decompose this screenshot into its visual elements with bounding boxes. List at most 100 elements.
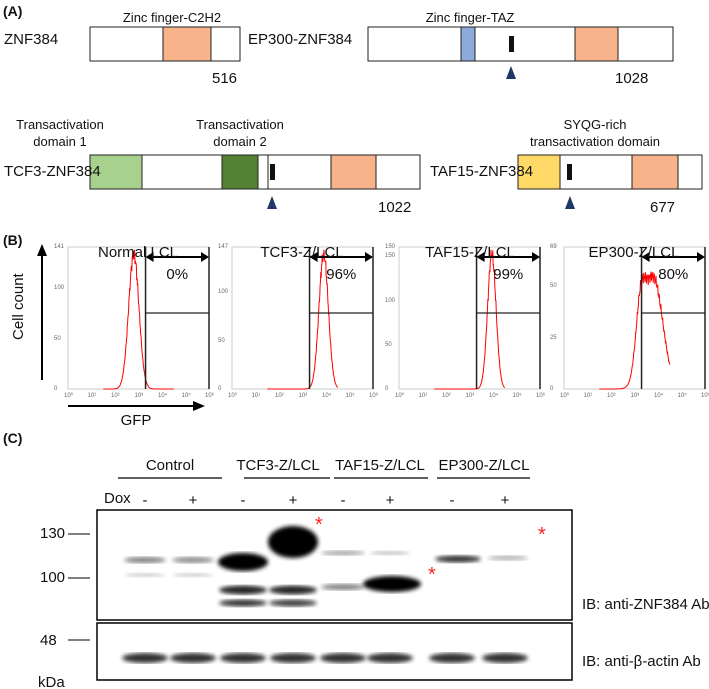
arrow-right-icon <box>201 252 209 262</box>
zinc-finger-domain <box>330 154 377 190</box>
znf384-length: 516 <box>212 70 238 87</box>
flow-title-ep300: EP300-Z/LCL <box>588 244 680 261</box>
x-tick: 10⁵ <box>677 393 687 399</box>
arrow-right-icon <box>365 252 373 262</box>
x-tick: 10¹ <box>251 393 261 399</box>
x-tick: 10² <box>275 393 284 399</box>
breakpoint-arrowhead-icon <box>506 66 516 79</box>
asterisk-tcf3: * <box>315 514 323 536</box>
syqg-label-line2: transactivation domain <box>529 134 661 149</box>
x-tick: 10⁶ <box>701 393 709 399</box>
blot-band <box>125 573 165 577</box>
td1-label-line2: domain 1 <box>33 134 87 149</box>
blot-band <box>218 553 268 571</box>
zinc-finger-domain <box>631 154 679 190</box>
taz-domain <box>460 26 476 62</box>
group-ep300: EP300-Z/LCL <box>438 457 530 474</box>
zinc-finger-domain <box>162 26 212 62</box>
x-tick: 10³ <box>298 393 308 399</box>
y-tick: 50 <box>385 341 392 348</box>
syqg-label-line1: SYQG-rich <box>563 117 627 132</box>
syqg-domain <box>517 154 561 190</box>
blot-band <box>219 599 267 607</box>
flow-title-taf15: TAF15-Z/LCL <box>425 244 515 261</box>
arrow-left-icon <box>476 252 485 262</box>
dox-plus: + <box>385 492 395 509</box>
x-tick: 10⁰ <box>228 393 238 399</box>
x-tick: 10³ <box>134 393 144 399</box>
construct-znf384-label: ZNF384 <box>4 31 59 48</box>
blot-band <box>435 555 481 563</box>
x-tick: 10⁶ <box>205 393 215 399</box>
zinc-finger-taz-label: Zinc finger-TAZ <box>425 10 515 25</box>
x-tick: 10² <box>111 393 120 399</box>
y-tick: 100 <box>218 289 229 296</box>
marker-130: 130 <box>40 525 66 542</box>
y-tick-max: 69 <box>550 244 557 250</box>
asterisk-ep300: * <box>538 524 546 546</box>
blot-band <box>220 653 266 663</box>
blot-band <box>429 653 475 663</box>
kda-label: kDa <box>38 674 65 689</box>
gate-percent: 99% <box>493 266 524 283</box>
blot-band <box>367 653 413 663</box>
construct-tcf3-label: TCF3-ZNF384 <box>4 163 101 180</box>
x-tick: 10² <box>607 393 616 399</box>
y-tick: 50 <box>550 283 557 290</box>
x-tick: 10⁴ <box>158 393 168 399</box>
dox-minus: - <box>449 492 455 509</box>
x-tick: 10⁵ <box>181 393 191 399</box>
td2-label-line2: domain 2 <box>213 134 267 149</box>
x-tick: 10⁴ <box>322 393 332 399</box>
ib-znf384-label: IB: anti-ZNF384 Ab <box>582 596 709 613</box>
marker-48: 48 <box>40 632 57 649</box>
taf15-length: 677 <box>650 199 676 216</box>
blot-band <box>122 653 168 663</box>
fusion-breakpoint <box>270 164 275 180</box>
x-tick: 10⁶ <box>536 393 546 399</box>
blot-band <box>270 653 316 663</box>
blot-band <box>321 550 365 556</box>
x-tick: 10¹ <box>583 393 593 399</box>
blot-band <box>170 653 216 663</box>
x-tick: 10³ <box>630 393 640 399</box>
blot-znf384 <box>96 509 573 621</box>
histogram-curve <box>267 249 339 390</box>
blot-band <box>363 576 421 592</box>
blot-actin <box>96 622 573 681</box>
blot-band <box>488 555 528 561</box>
x-tick: 10⁴ <box>654 393 664 399</box>
y-tick: 100 <box>385 297 396 304</box>
dox-plus: + <box>500 492 510 509</box>
td1-domain <box>89 154 143 190</box>
blot-band <box>268 526 318 558</box>
arrow-left-icon <box>145 252 154 262</box>
x-tick: 10⁰ <box>560 393 570 399</box>
group-tcf3: TCF3-Z/LCL <box>236 457 320 474</box>
flow-title-tcf3: TCF3-Z/LCL <box>260 244 344 261</box>
histogram-curve <box>599 271 671 390</box>
histogram-curve <box>434 249 506 390</box>
y-tick: 0 <box>385 386 389 392</box>
y-tick-max: 150 <box>385 244 396 250</box>
x-tick: 10⁵ <box>512 393 522 399</box>
construct-taf15-label: TAF15-ZNF384 <box>430 163 534 180</box>
blot-band <box>482 653 528 663</box>
asterisk-taf15: * <box>428 564 436 586</box>
y-tick: 50 <box>218 337 225 344</box>
y-tick-max: 147 <box>218 244 229 250</box>
breakpoint-arrowhead-icon <box>565 196 575 209</box>
gate-percent: 96% <box>326 266 357 283</box>
arrow-left-icon <box>309 252 318 262</box>
blot-band <box>269 585 317 595</box>
arrow-left-icon <box>641 252 650 262</box>
y-tick: 0 <box>218 386 222 392</box>
y-tick: 100 <box>54 285 65 292</box>
x-tick: 10⁶ <box>369 393 379 399</box>
blot-band <box>173 573 213 577</box>
ep300-length: 1028 <box>615 70 649 87</box>
panel-a-label: (A) <box>3 3 23 19</box>
histogram-curve <box>103 249 174 390</box>
group-control: Control <box>145 457 195 474</box>
